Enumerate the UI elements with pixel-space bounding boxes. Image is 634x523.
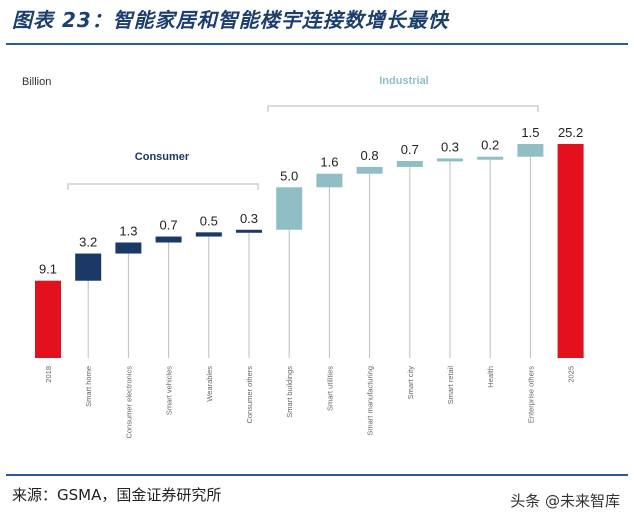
- value-label: 0.3: [240, 211, 258, 226]
- bar-smart-city: [396, 160, 423, 167]
- bar-smart-utilities: [316, 173, 343, 188]
- consumer-bracket: [67, 183, 259, 190]
- category-label: Health: [486, 366, 495, 388]
- figure-title: 图表 23：智能家居和智能楼宇连接数增长最快: [12, 8, 449, 32]
- bar-smart-home: [75, 253, 102, 281]
- value-label: 1.3: [119, 224, 137, 239]
- value-label: 0.2: [481, 138, 499, 153]
- category-label: Smart city: [406, 366, 415, 400]
- category-label: Consumer others: [245, 366, 254, 424]
- value-label: 9.1: [39, 262, 57, 277]
- industrial-group-label: Industrial: [379, 75, 429, 87]
- bottom-rule: [6, 474, 628, 476]
- bar-smart-vehicles: [155, 236, 182, 243]
- category-label: Smart utilities: [325, 366, 334, 411]
- bar-smart-manufacturing: [356, 166, 383, 174]
- bar-2025: [557, 144, 584, 358]
- bar-wearables: [195, 232, 222, 237]
- source-note: 来源：GSMA，国金证券研究所: [12, 486, 222, 504]
- bar-consumer-electronics: [115, 242, 142, 254]
- industrial-bracket: [267, 105, 539, 112]
- category-label: 2018: [44, 366, 53, 383]
- waterfall-chart: Billion Consumer Industrial 9.1 2018 3.2 Sm…: [22, 75, 584, 439]
- value-label: 1.5: [521, 125, 539, 140]
- bar-health: [477, 156, 504, 160]
- bar-2018: [35, 280, 61, 358]
- bar-consumer-others: [236, 229, 262, 233]
- value-label: 3.2: [79, 235, 97, 250]
- top-rule: [6, 43, 628, 45]
- category-label: Wearables: [205, 366, 214, 402]
- value-label: 0.7: [401, 142, 419, 157]
- category-label: 2025: [567, 366, 576, 383]
- value-label: 1.6: [320, 155, 338, 170]
- unit-label: Billion: [22, 76, 51, 88]
- bar-enterprise-others: [517, 144, 544, 157]
- category-label: Smart manufacturing: [366, 366, 375, 436]
- value-label: 5.0: [280, 168, 298, 183]
- bar-smart-buildings: [276, 187, 303, 230]
- watermark: 头条 @未来智库: [510, 492, 620, 510]
- value-label: 25.2: [558, 125, 583, 140]
- category-label: Smart vehicles: [165, 366, 174, 415]
- value-label: 0.7: [160, 218, 178, 233]
- value-label: 0.8: [361, 148, 379, 163]
- category-label: Smart home: [84, 366, 93, 407]
- consumer-group-label: Consumer: [135, 151, 190, 163]
- value-label: 0.3: [441, 139, 459, 154]
- header: 图表 23：智能家居和智能楼宇连接数增长最快: [0, 0, 634, 44]
- category-label: Enterprise others: [526, 366, 535, 423]
- bar-smart-retail: [437, 158, 463, 162]
- category-label: Consumer electronics: [124, 366, 133, 439]
- category-label: Smart retail: [446, 366, 455, 405]
- value-label: 0.5: [200, 213, 218, 228]
- category-label: Smart buildings: [285, 366, 294, 418]
